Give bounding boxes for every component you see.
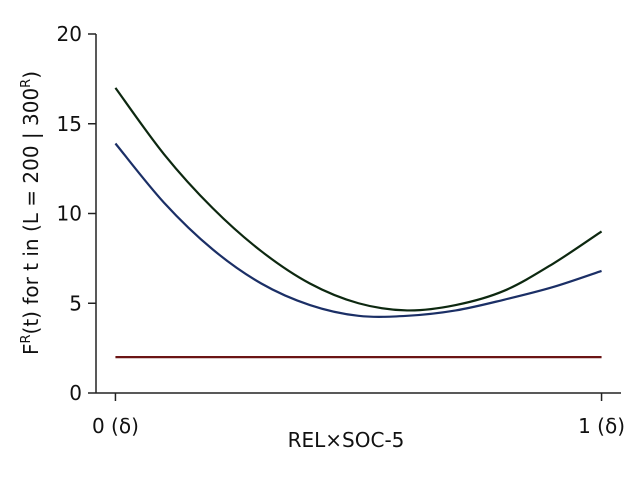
y-tick-label: 10 [57, 202, 82, 226]
y-axis-label-part: (t) for t in (L = 200 | 300 [19, 88, 43, 335]
series-lines [114, 87, 603, 359]
y-axis-label-part: ) [19, 71, 43, 79]
y-ticks: 0 5 10 15 20 [57, 22, 96, 405]
y-axis-label: FR(t) for t in (L = 200 | 300R) [19, 71, 43, 355]
series-line-2 [114, 142, 602, 318]
y-tick-label: 20 [57, 22, 82, 46]
y-axis-label-part: F [19, 344, 43, 356]
x-axis-label: REL×SOC-5 [288, 428, 405, 452]
x-tick-label: 1 (δ) [578, 414, 625, 438]
y-tick-label: 15 [57, 112, 82, 136]
y-axis-label-superscript: R [19, 334, 34, 343]
series-line-1 [114, 87, 603, 312]
y-tick-label: 0 [69, 381, 82, 405]
y-axis-label-superscript: R [19, 79, 34, 88]
y-tick-label: 5 [69, 291, 82, 315]
x-tick-label: 0 (δ) [92, 414, 139, 438]
x-ticks: 0 (δ) 1 (δ) [92, 393, 625, 438]
